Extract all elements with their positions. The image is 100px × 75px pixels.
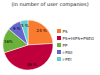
legend-swatch (57, 29, 61, 33)
slice (20, 20, 28, 45)
data-label: 16% (4, 39, 13, 44)
title: (in number of user companies) (11, 1, 88, 8)
legend-swatch (57, 36, 61, 40)
legend-swatch (57, 43, 61, 47)
pie (3, 20, 53, 70)
legend-swatch (57, 50, 61, 54)
chart: (in number of user companies) 24 % 46 % 16%… (0, 0, 100, 75)
slice (28, 20, 53, 45)
data-labels: 24 % 46 % 16% 9 %5 % (4, 23, 47, 67)
legend-label: PS+HIPS+PSEG (63, 36, 94, 41)
data-label: 9 % (13, 26, 21, 31)
legend-item: PS+HIPS+PSEG (57, 36, 94, 41)
data-label: 46 % (27, 62, 37, 67)
legend-label: PP (63, 43, 68, 48)
legend-swatch (57, 57, 61, 61)
legend-label: r-PAll (63, 50, 73, 55)
legend-item: r-PEt (57, 57, 72, 62)
legend-item: PP (57, 43, 68, 48)
data-label: 5 % (21, 23, 29, 28)
legend-label: r-PEt (63, 57, 73, 62)
data-label: 24 % (37, 28, 47, 33)
legend: PS PS+HIPS+PSEG PP r-PAll r-PEt (57, 29, 94, 62)
legend-label: PS (63, 29, 68, 34)
legend-item: PS (57, 29, 68, 34)
legend-item: r-PAll (57, 50, 72, 55)
